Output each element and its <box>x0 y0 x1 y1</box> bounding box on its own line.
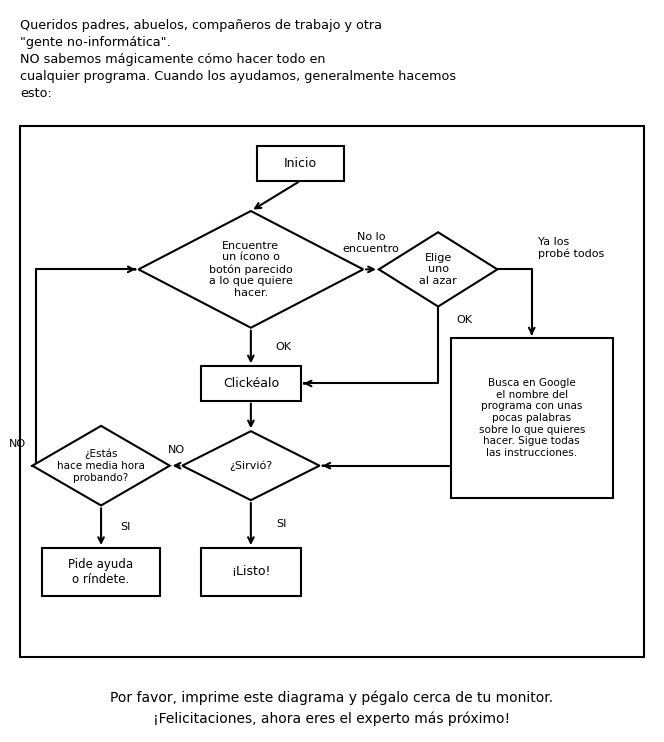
Bar <box>20 126 644 657</box>
Text: Por favor, imprime este diagrama y pégalo cerca de tu monitor.
¡Felicitaciones, : Por favor, imprime este diagrama y pégal… <box>110 691 554 726</box>
Text: Queridos padres, abuelos, compañeros de trabajo y otra
"gente no-informática".
N: Queridos padres, abuelos, compañeros de … <box>20 19 456 99</box>
